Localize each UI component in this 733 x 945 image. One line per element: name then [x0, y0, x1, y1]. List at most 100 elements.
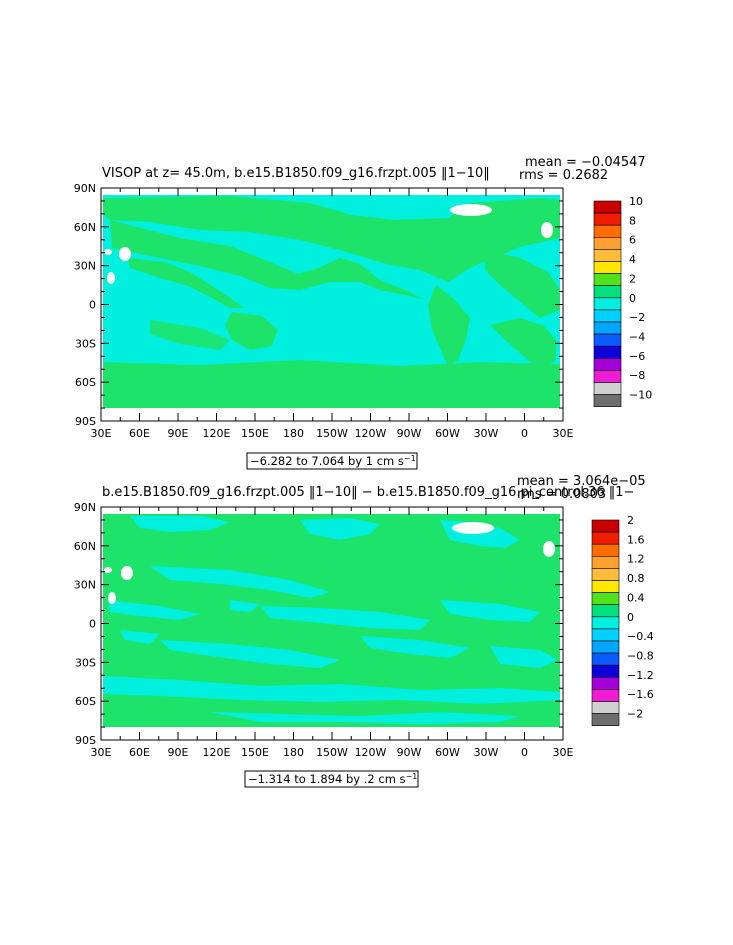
colorbar-swatch	[591, 543, 620, 557]
colorbar-label: 0	[627, 611, 634, 624]
colorbar-swatch	[591, 555, 620, 569]
colorbar-swatch	[593, 370, 622, 383]
bottom-panel: b.e15.B1850.f09_g16.frzpt.005 ‖1−10‖ − b…	[74, 474, 654, 788]
missing-data-areas	[104, 204, 553, 284]
colorbar-swatch	[591, 616, 620, 630]
lon-label: 60W	[435, 427, 460, 440]
lon-label: 30W	[474, 746, 499, 759]
lat-label: 90N	[74, 182, 96, 195]
colorbar-swatch	[591, 652, 620, 666]
lon-label: 180	[283, 427, 304, 440]
colorbar-swatch	[593, 333, 622, 347]
colorbar-swatch	[593, 321, 622, 335]
bottom-rms: rms = 0.0803	[517, 487, 606, 502]
colorbar-swatch	[593, 297, 622, 311]
missing-data-areas	[104, 522, 555, 604]
lon-label: 150W	[316, 746, 348, 759]
top-range-text: −6.282 to 7.064 by 1 cm s−1	[250, 454, 416, 468]
colorbar-swatch	[591, 604, 620, 618]
top-lon-labels: 30E 60E 90E 120E 150E 180 150W 120W 90W 60W 30W 0 30…	[91, 427, 574, 440]
lon-label: 60E	[129, 746, 150, 759]
colorbar-swatch	[593, 273, 622, 287]
lat-label: 60N	[74, 221, 96, 234]
lat-label: 30S	[75, 337, 96, 350]
land-masses	[103, 196, 560, 408]
colorbar-swatch	[591, 580, 620, 593]
top-mean: mean = −0.04547	[525, 155, 646, 170]
top-range-box	[246, 452, 418, 470]
colorbar-swatch	[591, 701, 620, 714]
colorbar-label: −0.8	[627, 650, 654, 663]
colorbar-swatch	[593, 249, 622, 262]
colorbar-label: 1.6	[627, 533, 645, 546]
lon-label: 120E	[203, 746, 231, 759]
lon-label: 150E	[241, 746, 269, 759]
colorbar-swatch	[593, 309, 622, 323]
bottom-map: 90N 60N 30N 0 30S 60S 90S 30E 60E 90E 120E 150E 180…	[74, 501, 574, 759]
lon-label: 180	[283, 746, 304, 759]
lat-label: 0	[89, 299, 96, 312]
colorbar-swatch	[593, 237, 622, 250]
colorbar-swatch	[593, 285, 622, 299]
colorbar-label: 10	[629, 195, 643, 208]
lat-label: 90S	[75, 734, 96, 747]
lon-label: 90E	[168, 746, 189, 759]
top-map: 90N 60N 30N 0 30S 60S 90S 30E 60E 90E 120E 150E 180…	[74, 182, 574, 440]
top-map-ticks	[100, 187, 564, 422]
lon-label: 90E	[168, 427, 189, 440]
colorbar-label: −0.4	[627, 630, 654, 643]
lon-label: 60E	[129, 427, 150, 440]
colorbar-swatch	[591, 531, 620, 545]
colorbar-swatch	[593, 357, 622, 371]
lat-label: 60N	[74, 540, 96, 553]
top-panel: VISOP at z= 45.0m, b.e15.B1850.f09_g16.f…	[74, 155, 652, 470]
lon-label: 120E	[203, 427, 231, 440]
colorbar-label: −4	[629, 331, 645, 344]
colorbar-swatch	[591, 519, 620, 533]
lat-label: 60S	[75, 376, 96, 389]
colorbar-label: −8	[629, 369, 645, 382]
colorbar-label: 6	[629, 234, 636, 247]
colorbar-swatch	[591, 592, 620, 605]
bottom-title: b.e15.B1850.f09_g16.frzpt.005 ‖1−10‖ − b…	[102, 485, 634, 500]
colorbar-label: −1.2	[627, 669, 654, 682]
colorbar-label: 0.8	[627, 572, 645, 585]
colorbar-label: 0	[629, 292, 636, 305]
top-title: VISOP at z= 45.0m, b.e15.B1850.f09_g16.f…	[102, 166, 490, 181]
bottom-range-text: −1.314 to 1.894 by .2 cm s−1	[248, 772, 417, 786]
colorbar-swatch	[593, 200, 622, 214]
colorbar-label: −2	[629, 311, 645, 324]
colorbar-swatch	[591, 713, 620, 726]
lon-label: 150W	[316, 427, 348, 440]
top-lat-labels: 90N 60N 30N 0 30S 60S 90S	[74, 182, 96, 428]
bottom-map-ticks	[100, 506, 564, 741]
bottom-lon-labels: 30E 60E 90E 120E 150E 180 150W 120W 90W 60W 30W 0 30…	[91, 746, 574, 759]
lon-label: 30E	[91, 746, 112, 759]
lon-label: 90W	[397, 427, 422, 440]
negative-areas	[103, 516, 560, 724]
bottom-lat-labels: 90N 60N 30N 0 30S 60S 90S	[74, 501, 96, 747]
lon-label: 0	[521, 427, 528, 440]
lat-label: 30S	[75, 656, 96, 669]
colorbar-label: −10	[629, 389, 652, 402]
lat-label: 30N	[74, 579, 96, 592]
lat-label: 0	[89, 618, 96, 631]
colorbar-label: 1.2	[627, 553, 645, 566]
lon-label: 60W	[435, 746, 460, 759]
lon-label: 30E	[91, 427, 112, 440]
colorbar-swatch	[593, 212, 622, 226]
colorbar-label: −6	[629, 350, 645, 363]
lat-label: 30N	[74, 260, 96, 273]
colorbar-label: 8	[629, 214, 636, 227]
lon-label: 30E	[553, 427, 574, 440]
lon-label: 120W	[355, 746, 387, 759]
colorbar-label: 4	[629, 253, 636, 266]
lon-label: 90W	[397, 746, 422, 759]
lon-label: 30W	[474, 427, 499, 440]
colorbar-swatch	[591, 640, 620, 654]
lon-label: 0	[521, 746, 528, 759]
colorbar-label: 2	[627, 514, 634, 527]
colorbar-swatch	[591, 568, 620, 581]
colorbar-swatch	[591, 689, 620, 702]
